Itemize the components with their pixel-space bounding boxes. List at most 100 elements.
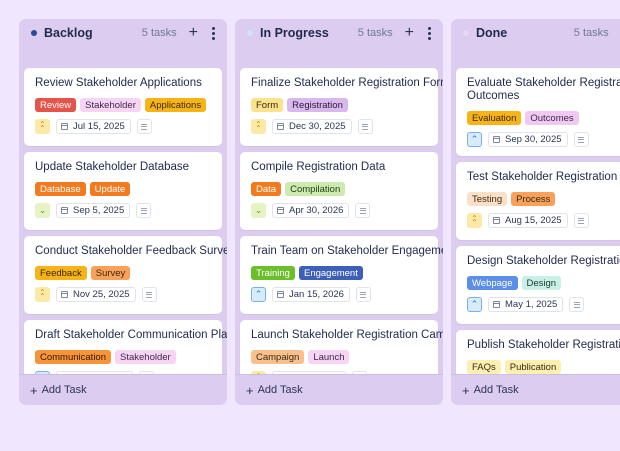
tag[interactable]: Campaign bbox=[251, 350, 305, 364]
description-icon[interactable] bbox=[573, 132, 589, 147]
due-date[interactable]: Oct 10, 2025 bbox=[56, 371, 134, 374]
task-card[interactable]: Finalize Stakeholder Registration Form Fo… bbox=[240, 68, 443, 146]
task-title: Conduct Stakeholder Feedback Survey bbox=[35, 245, 227, 257]
due-date[interactable]: Jan 15, 2026 bbox=[272, 287, 350, 302]
task-card[interactable]: Design Stakeholder Registration Webpage W… bbox=[456, 246, 620, 324]
double-chevron-up-icon[interactable]: ⌃⌃ bbox=[35, 119, 50, 134]
tag[interactable]: Applications bbox=[144, 98, 207, 112]
tag[interactable]: Design bbox=[521, 276, 562, 290]
task-card[interactable]: Review Stakeholder Applications Review Sta… bbox=[24, 68, 222, 146]
description-icon[interactable] bbox=[136, 119, 152, 134]
add-card-icon[interactable]: + bbox=[188, 24, 198, 41]
tag[interactable]: Stakeholder bbox=[115, 350, 176, 364]
double-chevron-up-icon[interactable]: ⌃⌃ bbox=[35, 287, 50, 302]
tag[interactable]: Testing bbox=[467, 192, 508, 206]
tag[interactable]: Registration bbox=[287, 98, 348, 112]
tag[interactable]: Data bbox=[251, 182, 282, 196]
tag[interactable]: Update bbox=[89, 182, 131, 196]
due-date-text: Sep 30, 2025 bbox=[505, 134, 562, 145]
task-card[interactable]: Test Stakeholder Registration Process Tes… bbox=[456, 162, 620, 240]
calendar-icon bbox=[493, 301, 500, 308]
double-chevron-up-icon[interactable]: ⌃⌃ bbox=[251, 119, 266, 134]
due-date[interactable]: May 1, 2025 bbox=[488, 297, 564, 312]
due-date[interactable]: Aug 15, 2025 bbox=[488, 213, 568, 228]
description-icon[interactable] bbox=[139, 371, 155, 374]
due-date-text: Jul 15, 2025 bbox=[73, 121, 125, 132]
chevron-up-icon[interactable]: ⌃ bbox=[251, 287, 266, 302]
double-chevron-up-icon[interactable]: ⌃⌃ bbox=[467, 213, 482, 228]
add-task-label: Add Task bbox=[473, 384, 519, 396]
add-task-button[interactable]: + Add Task bbox=[451, 374, 620, 405]
chevron-up-icon[interactable]: ⌃ bbox=[467, 132, 482, 147]
tag[interactable]: Evaluation bbox=[467, 111, 522, 125]
task-meta: ⌃ ⌃ Dec 30, 2025 bbox=[251, 119, 428, 134]
task-card[interactable]: Draft Stakeholder Communication Plan Comm… bbox=[24, 320, 227, 374]
tag[interactable]: Survey bbox=[90, 266, 131, 280]
description-icon[interactable] bbox=[355, 287, 371, 302]
due-date-text: Oct 10, 2025 bbox=[73, 373, 127, 374]
task-title: Evaluate Stakeholder RegistrationOutcome… bbox=[467, 77, 620, 102]
more-options-icon[interactable] bbox=[210, 25, 217, 42]
calendar-icon bbox=[61, 207, 68, 214]
tag[interactable]: Engagement bbox=[298, 266, 363, 280]
tag[interactable]: FAQs bbox=[467, 360, 501, 374]
chevron-up-icon[interactable]: ⌃ bbox=[467, 297, 482, 312]
tag[interactable]: Training bbox=[251, 266, 295, 280]
tag[interactable]: Process bbox=[511, 192, 556, 206]
task-card[interactable]: Compile Registration Data Data Compilation… bbox=[240, 152, 438, 230]
more-options-icon[interactable] bbox=[426, 25, 433, 42]
task-card[interactable]: Update Stakeholder Database Database Updat… bbox=[24, 152, 222, 230]
tag-list: FAQs Publication bbox=[467, 360, 620, 374]
chevron-down-icon[interactable]: ⌄ bbox=[251, 203, 266, 218]
tag[interactable]: Outcomes bbox=[525, 111, 579, 125]
task-card[interactable]: Launch Stakeholder Registration Campaign… bbox=[240, 320, 443, 374]
due-date[interactable]: Apr 30, 2026 bbox=[272, 203, 350, 218]
tag-list: Communication Stakeholder bbox=[35, 350, 212, 364]
add-task-button[interactable]: + Add Task bbox=[235, 374, 443, 405]
due-date[interactable]: Sep 30, 2025 bbox=[488, 132, 568, 147]
tag[interactable]: Database bbox=[35, 182, 86, 196]
due-date[interactable]: Feb 5, 2026 bbox=[272, 371, 346, 374]
description-icon[interactable] bbox=[355, 203, 371, 218]
plus-icon: + bbox=[30, 382, 38, 398]
description-icon[interactable] bbox=[351, 371, 367, 374]
task-card[interactable]: Publish Stakeholder Registration FAQs FAQ… bbox=[456, 330, 620, 374]
tag[interactable]: Communication bbox=[35, 350, 111, 364]
task-card[interactable]: Evaluate Stakeholder RegistrationOutcome… bbox=[456, 68, 620, 156]
task-meta: ⌃ Jan 15, 2026 bbox=[251, 287, 428, 302]
task-meta: ⌃ ⌃ Nov 25, 2025 bbox=[35, 287, 212, 302]
add-card-icon[interactable]: + bbox=[404, 24, 414, 41]
tag[interactable]: Compilation bbox=[285, 182, 346, 196]
tag[interactable]: Form bbox=[251, 98, 284, 112]
column-status-dot bbox=[247, 30, 253, 36]
tag[interactable]: Review bbox=[35, 98, 77, 112]
description-icon[interactable] bbox=[569, 297, 585, 312]
task-title: Launch Stakeholder Registration Campaign bbox=[251, 329, 443, 341]
task-card[interactable]: Train Team on Stakeholder Engagement Trai… bbox=[240, 236, 443, 314]
tag[interactable]: Stakeholder bbox=[80, 98, 141, 112]
add-task-label: Add Task bbox=[41, 384, 87, 396]
task-meta: ⌃ Sep 30, 2025 bbox=[467, 132, 620, 147]
tag[interactable]: Launch bbox=[308, 350, 350, 364]
column-title: Backlog bbox=[44, 26, 93, 40]
description-icon[interactable] bbox=[573, 213, 589, 228]
task-card[interactable]: Conduct Stakeholder Feedback Survey Feedb… bbox=[24, 236, 227, 314]
tag[interactable]: Feedback bbox=[35, 266, 87, 280]
tag[interactable]: Webpage bbox=[467, 276, 518, 290]
description-icon[interactable] bbox=[141, 287, 157, 302]
column-in-progress: Finalize Stakeholder Registration Form Fo… bbox=[235, 19, 443, 405]
due-date[interactable]: Jul 15, 2025 bbox=[56, 119, 131, 134]
tag-list: Campaign Launch bbox=[251, 350, 428, 364]
due-date[interactable]: Nov 25, 2025 bbox=[56, 287, 136, 302]
task-title: Draft Stakeholder Communication Plan bbox=[35, 329, 227, 341]
add-task-button[interactable]: + Add Task bbox=[19, 374, 227, 405]
description-icon[interactable] bbox=[136, 203, 152, 218]
card-list: Evaluate Stakeholder RegistrationOutcome… bbox=[451, 19, 620, 374]
due-date[interactable]: Sep 5, 2025 bbox=[56, 203, 131, 218]
chevron-up-icon[interactable]: ⌃ bbox=[35, 371, 50, 374]
double-chevron-up-icon[interactable]: ⌃⌃ bbox=[251, 371, 266, 374]
tag[interactable]: Publication bbox=[504, 360, 562, 374]
due-date[interactable]: Dec 30, 2025 bbox=[272, 119, 352, 134]
chevron-down-icon[interactable]: ⌄ bbox=[35, 203, 50, 218]
description-icon[interactable] bbox=[357, 119, 373, 134]
